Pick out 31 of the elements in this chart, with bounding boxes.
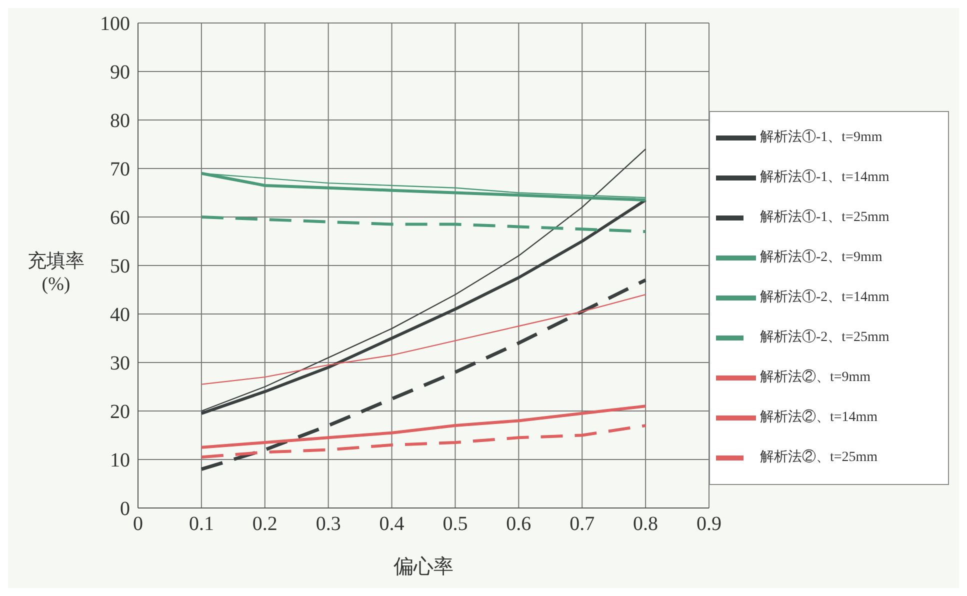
x-tick-label: 0.7 [570, 513, 595, 536]
x-tick-label: 0.4 [379, 513, 404, 536]
y-tick-label: 10 [110, 450, 130, 472]
y-tick-label: 90 [110, 62, 130, 84]
legend-label: 解析法①-2、t=14mm [760, 290, 890, 306]
legend-label: 解析法②、t=14mm [760, 410, 878, 426]
y-tick-label: 80 [110, 110, 130, 132]
legend-label: 解析法②、t=9mm [760, 370, 871, 386]
x-tick-label: 0.5 [442, 513, 468, 536]
y-tick-label: 20 [110, 401, 130, 424]
x-tick-label: 0.8 [633, 513, 658, 536]
legend-label: 解析法①-1、t=14mm [760, 170, 890, 186]
x-tick-label: 0.9 [696, 513, 722, 536]
y-tick-label: 50 [110, 256, 130, 278]
x-tick-label: 0.3 [316, 513, 341, 536]
y-tick-label: 70 [110, 158, 130, 181]
legend-label: 解析法①-2、t=9mm [760, 250, 882, 266]
y-axis-title: 充填率 (%) [26, 250, 86, 296]
y-tick-label: 30 [110, 352, 130, 375]
legend-label: 解析法①-2、t=25mm [760, 330, 890, 346]
y-tick-label: 60 [110, 207, 130, 230]
y-tick-label: 0 [120, 498, 130, 520]
legend-label: 解析法①-1、t=25mm [760, 210, 890, 226]
legend-label: 解析法②、t=25mm [760, 450, 878, 466]
y-tick-label: 100 [100, 13, 130, 36]
x-tick-label: 0.6 [506, 513, 532, 536]
legend-label: 解析法①-1、t=9mm [760, 130, 882, 146]
y-tick-label: 40 [110, 304, 130, 326]
x-axis-title: 偏心率 [394, 556, 454, 578]
x-tick-label: 0.2 [252, 513, 278, 536]
x-tick-label: 0.1 [188, 513, 214, 536]
